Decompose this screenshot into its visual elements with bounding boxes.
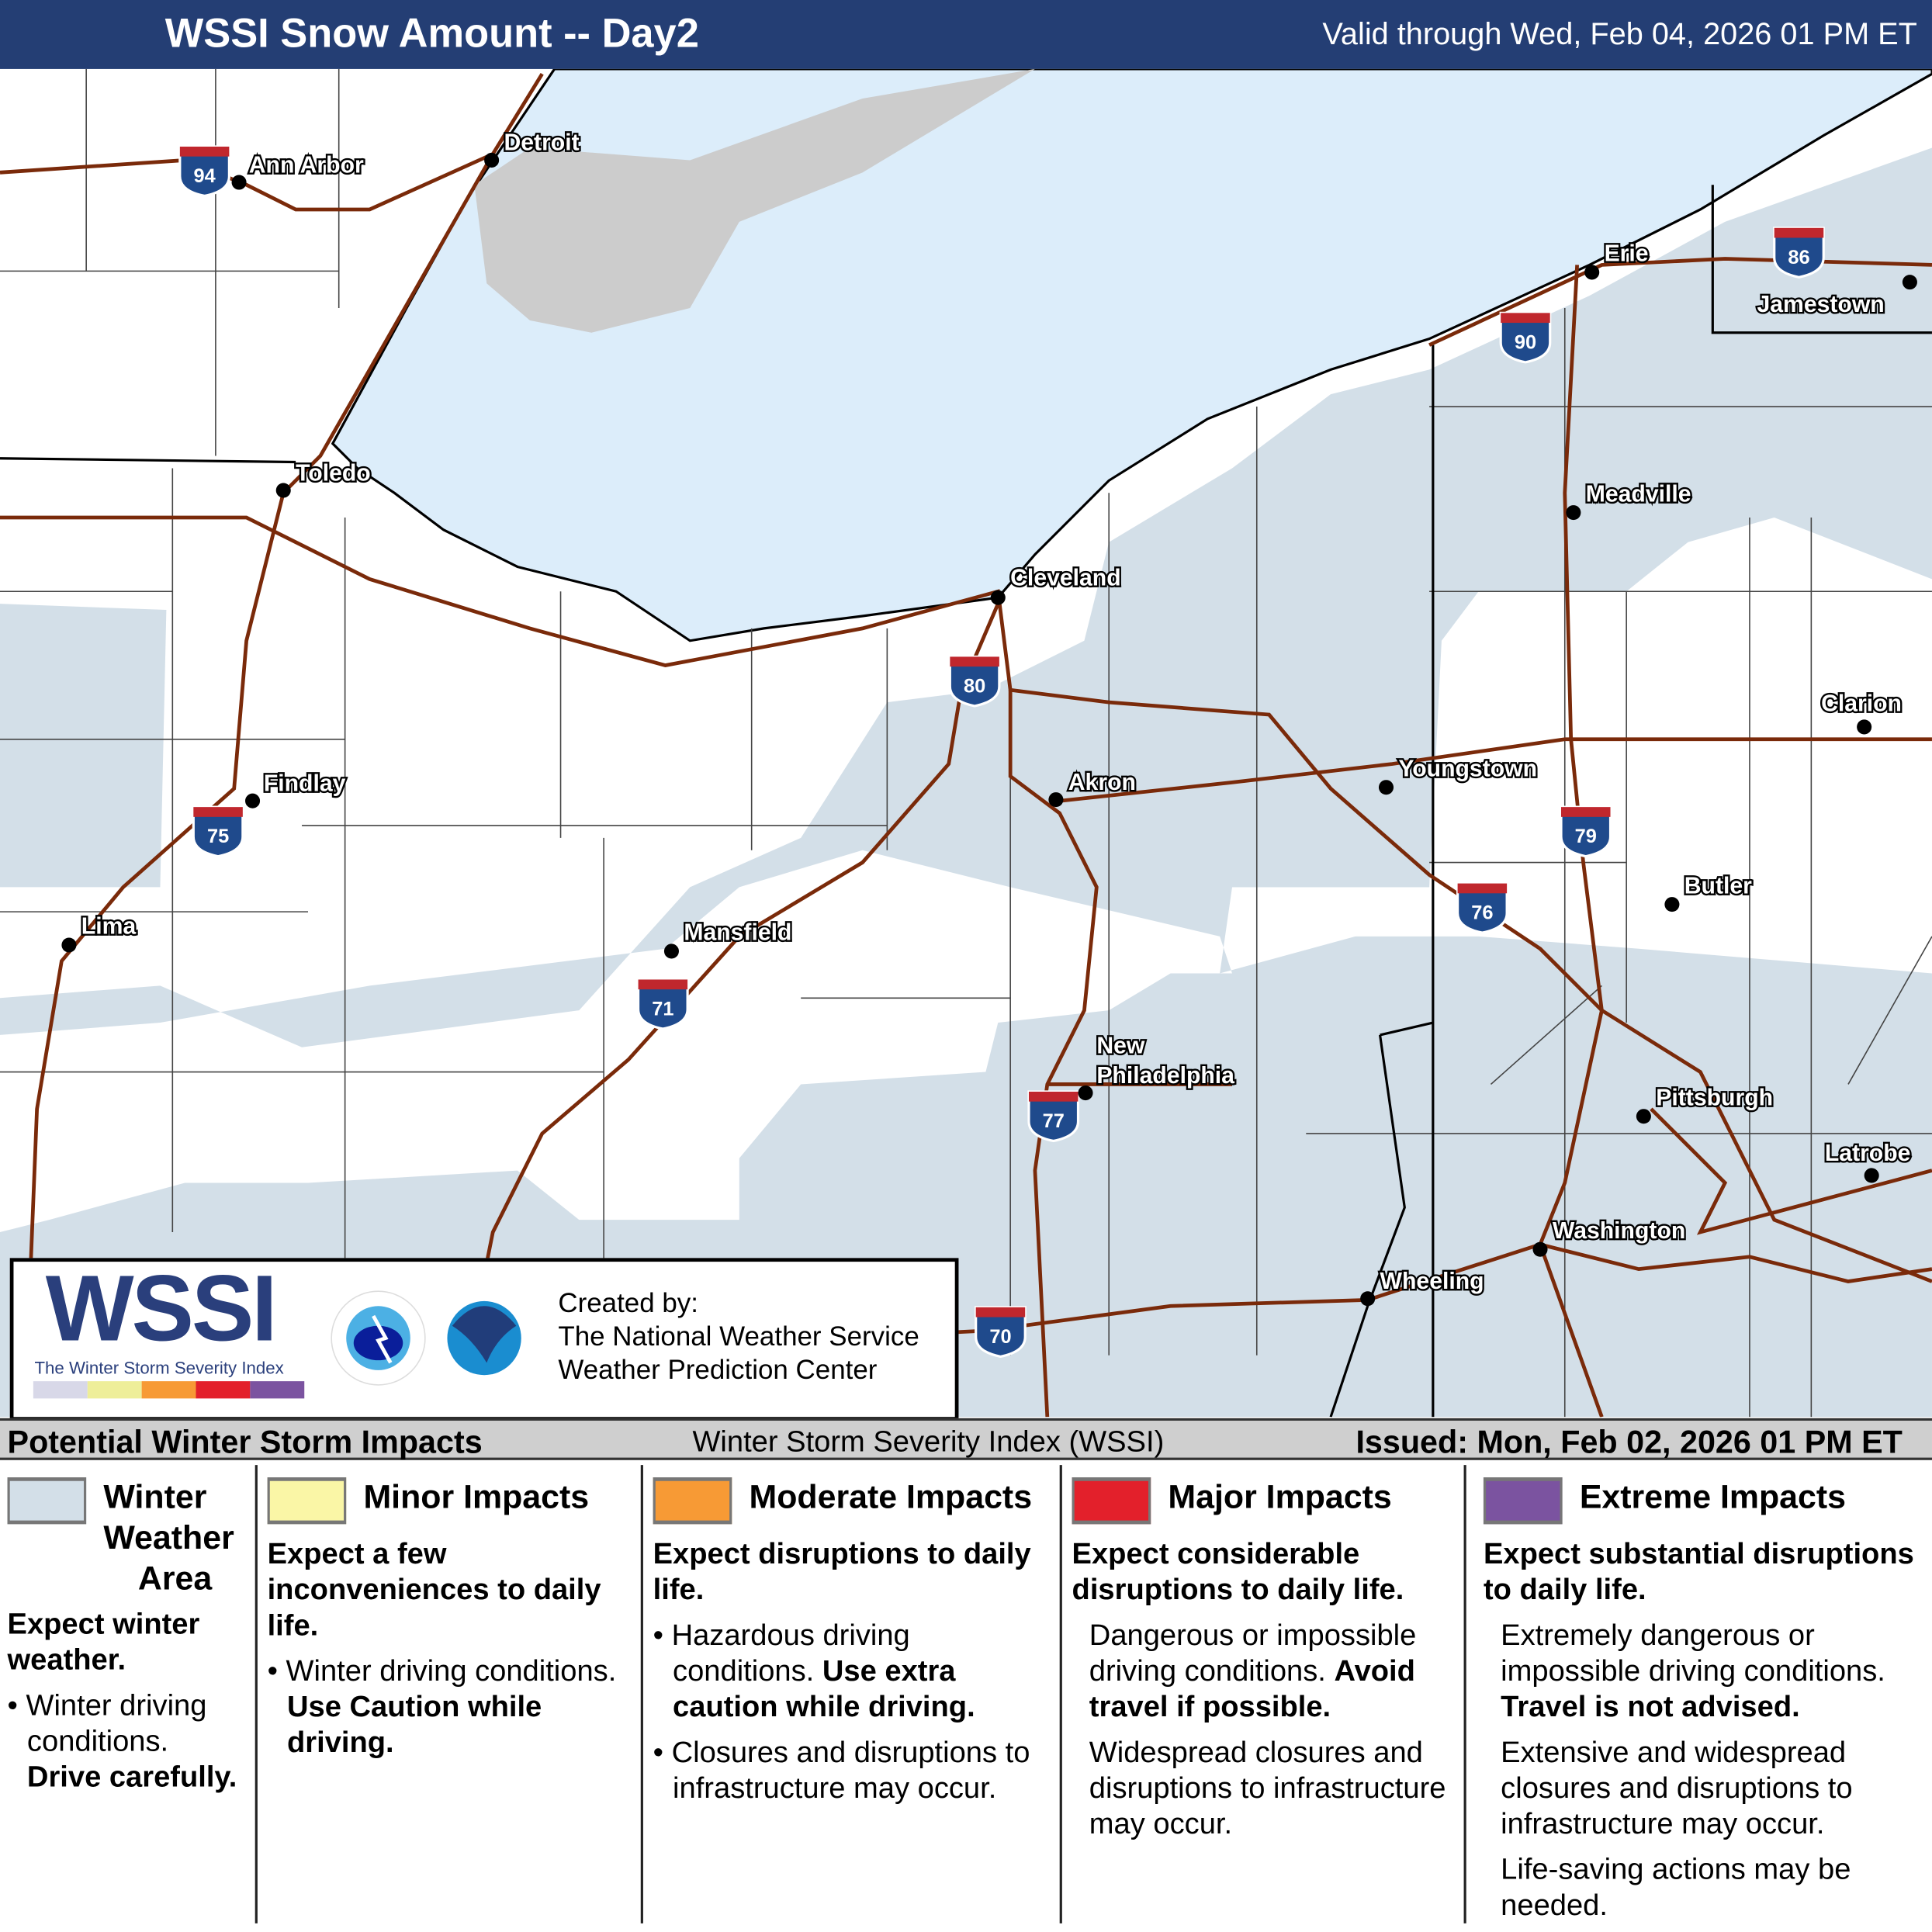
shield-77: 77 bbox=[1027, 1090, 1080, 1143]
city-dots bbox=[61, 152, 1917, 1307]
legend-title-row: Winter Weather Area bbox=[7, 1477, 249, 1599]
info-bar: Potential Winter Storm Impacts Winter St… bbox=[0, 1418, 1932, 1460]
city-detroit: Detroit bbox=[504, 130, 579, 156]
impact-legend: Winter Weather Area Expect winter weather.… bbox=[0, 1460, 1932, 1932]
city-butler: Butler bbox=[1684, 873, 1752, 898]
shield-94: 94 bbox=[178, 145, 230, 198]
shield-75: 75 bbox=[192, 805, 244, 858]
legend-text: • Winter driving conditions. Use Caution… bbox=[267, 1654, 617, 1760]
city-latrobe: Latrobe bbox=[1825, 1141, 1911, 1166]
city-youngstown: Youngstown bbox=[1398, 756, 1537, 781]
header-bar: WSSI Snow Amount -- Day2 Valid through W… bbox=[0, 0, 1932, 69]
legend-title: Major Impacts bbox=[1168, 1478, 1392, 1516]
legend-title-row: Major Impacts bbox=[1072, 1477, 1459, 1529]
map[interactable]: 94 75 80 71 77 70 90 86 79 76 Ann Arbor … bbox=[0, 68, 1932, 1418]
swatch-moderate bbox=[653, 1477, 732, 1525]
legend-title-row: Minor Impacts bbox=[267, 1477, 636, 1529]
shield-71: 71 bbox=[636, 978, 689, 1030]
winter-weather-area bbox=[0, 147, 1932, 1418]
swatch-winter-weather bbox=[7, 1477, 87, 1525]
legend-head: Expect disruptions to daily life. bbox=[653, 1537, 1031, 1607]
city-labels: Ann Arbor Detroit Toledo Findlay Lima Cl… bbox=[79, 128, 1912, 1296]
valid-time: Valid through Wed, Feb 04, 2026 01 PM ET bbox=[1322, 17, 1917, 52]
shield-86: 86 bbox=[1773, 227, 1825, 279]
legend-minor: Minor Impacts Expect a few inconvenience… bbox=[254, 1465, 641, 1923]
legend-text: Extremely dangerous or impossible drivin… bbox=[1501, 1619, 1885, 1923]
shield-79: 79 bbox=[1560, 805, 1612, 858]
wssi-color-scale bbox=[33, 1381, 305, 1399]
nws-logo-icon bbox=[331, 1290, 426, 1386]
legend-title-row: Moderate Impacts bbox=[653, 1477, 1055, 1529]
legend-title: Extreme Impacts bbox=[1579, 1478, 1846, 1516]
legend-text: • Winter driving conditions. Drive caref… bbox=[7, 1689, 237, 1795]
city-meadville: Meadville bbox=[1586, 481, 1691, 507]
legend-title: Minor Impacts bbox=[363, 1478, 590, 1516]
city-lima: Lima bbox=[81, 914, 137, 940]
legend-head: Expect considerable disruptions to daily… bbox=[1072, 1537, 1404, 1607]
map-title: WSSI Snow Amount -- Day2 bbox=[164, 9, 699, 56]
city-clarion: Clarion bbox=[1821, 691, 1902, 716]
city-washington: Washington bbox=[1553, 1218, 1685, 1244]
legend-winter-weather: Winter Weather Area Expect winter weather.… bbox=[0, 1465, 254, 1923]
svg-text:76: 76 bbox=[1471, 902, 1493, 924]
wssi-tagline: The Winter Storm Severity Index bbox=[34, 1357, 284, 1378]
legend-title: Winter Weather Area bbox=[103, 1478, 234, 1598]
shield-76: 76 bbox=[1456, 882, 1508, 934]
city-wheeling: Wheeling bbox=[1380, 1269, 1484, 1294]
svg-text:79: 79 bbox=[1575, 826, 1597, 847]
swatch-minor bbox=[267, 1477, 347, 1525]
legend-heading: Potential Winter Storm Impacts bbox=[7, 1423, 483, 1460]
logo-box: WSSI The Winter Storm Severity Index Cre… bbox=[9, 1256, 959, 1421]
org-nws: The National Weather Service bbox=[558, 1321, 919, 1352]
legend-head: Expect substantial disruptions to daily … bbox=[1483, 1537, 1914, 1607]
legend-head: Expect winter weather. bbox=[7, 1608, 200, 1678]
wssi-wordmark: WSSI bbox=[45, 1256, 278, 1362]
org-wpc: Weather Prediction Center bbox=[558, 1354, 878, 1385]
issued-time: Issued: Mon, Feb 02, 2026 01 PM ET bbox=[1356, 1423, 1903, 1460]
city-findlay: Findlay bbox=[264, 770, 346, 796]
city-jamestown: Jamestown bbox=[1757, 292, 1884, 317]
legend-title: Moderate Impacts bbox=[749, 1478, 1033, 1516]
city-mansfield: Mansfield bbox=[684, 920, 791, 946]
swatch-major bbox=[1072, 1477, 1151, 1525]
created-by: Created by: The National Weather Service… bbox=[558, 1286, 919, 1387]
shield-70: 70 bbox=[975, 1306, 1027, 1359]
legend-major: Major Impacts Expect considerable disrup… bbox=[1059, 1465, 1464, 1923]
svg-text:70: 70 bbox=[989, 1326, 1011, 1348]
svg-text:71: 71 bbox=[652, 999, 673, 1020]
noaa-logo-icon bbox=[437, 1291, 531, 1385]
legend-text: • Hazardous driving conditions. Use extr… bbox=[653, 1619, 1030, 1806]
svg-text:75: 75 bbox=[207, 826, 229, 847]
svg-text:80: 80 bbox=[964, 675, 985, 697]
index-name: Winter Storm Severity Index (WSSI) bbox=[692, 1425, 1165, 1459]
city-pittsburgh: Pittsburgh bbox=[1656, 1085, 1773, 1110]
svg-text:90: 90 bbox=[1515, 331, 1536, 353]
svg-text:94: 94 bbox=[193, 165, 215, 187]
city-akron: Akron bbox=[1068, 770, 1136, 795]
legend-title-row: Extreme Impacts bbox=[1483, 1477, 1927, 1529]
legend-head: Expect a few inconveniences to daily lif… bbox=[267, 1537, 601, 1643]
legend-extreme: Extreme Impacts Expect substantial disru… bbox=[1463, 1465, 1932, 1923]
county-lines bbox=[0, 68, 1932, 1418]
city-new-philadelphia-line2: Philadelphia bbox=[1096, 1063, 1234, 1089]
city-ann-arbor: Ann Arbor bbox=[249, 152, 364, 178]
interstate-shields: 94 75 80 71 77 70 90 86 79 76 bbox=[178, 145, 1825, 1359]
created-by-label: Created by: bbox=[558, 1287, 698, 1319]
swatch-extreme bbox=[1483, 1477, 1563, 1525]
shield-90: 90 bbox=[1499, 311, 1552, 364]
city-new-philadelphia-line1: New bbox=[1096, 1034, 1145, 1059]
city-erie: Erie bbox=[1605, 241, 1649, 267]
svg-text:86: 86 bbox=[1788, 247, 1809, 268]
city-toledo: Toledo bbox=[296, 460, 371, 486]
city-cleveland: Cleveland bbox=[1010, 565, 1120, 590]
legend-text: Dangerous or impossible driving conditio… bbox=[1089, 1619, 1446, 1841]
svg-text:77: 77 bbox=[1043, 1110, 1065, 1132]
shield-80: 80 bbox=[948, 655, 1001, 708]
state-lines bbox=[0, 185, 1932, 1418]
lake-st-clair bbox=[474, 68, 1035, 333]
legend-moderate: Moderate Impacts Expect disruptions to d… bbox=[640, 1465, 1060, 1923]
